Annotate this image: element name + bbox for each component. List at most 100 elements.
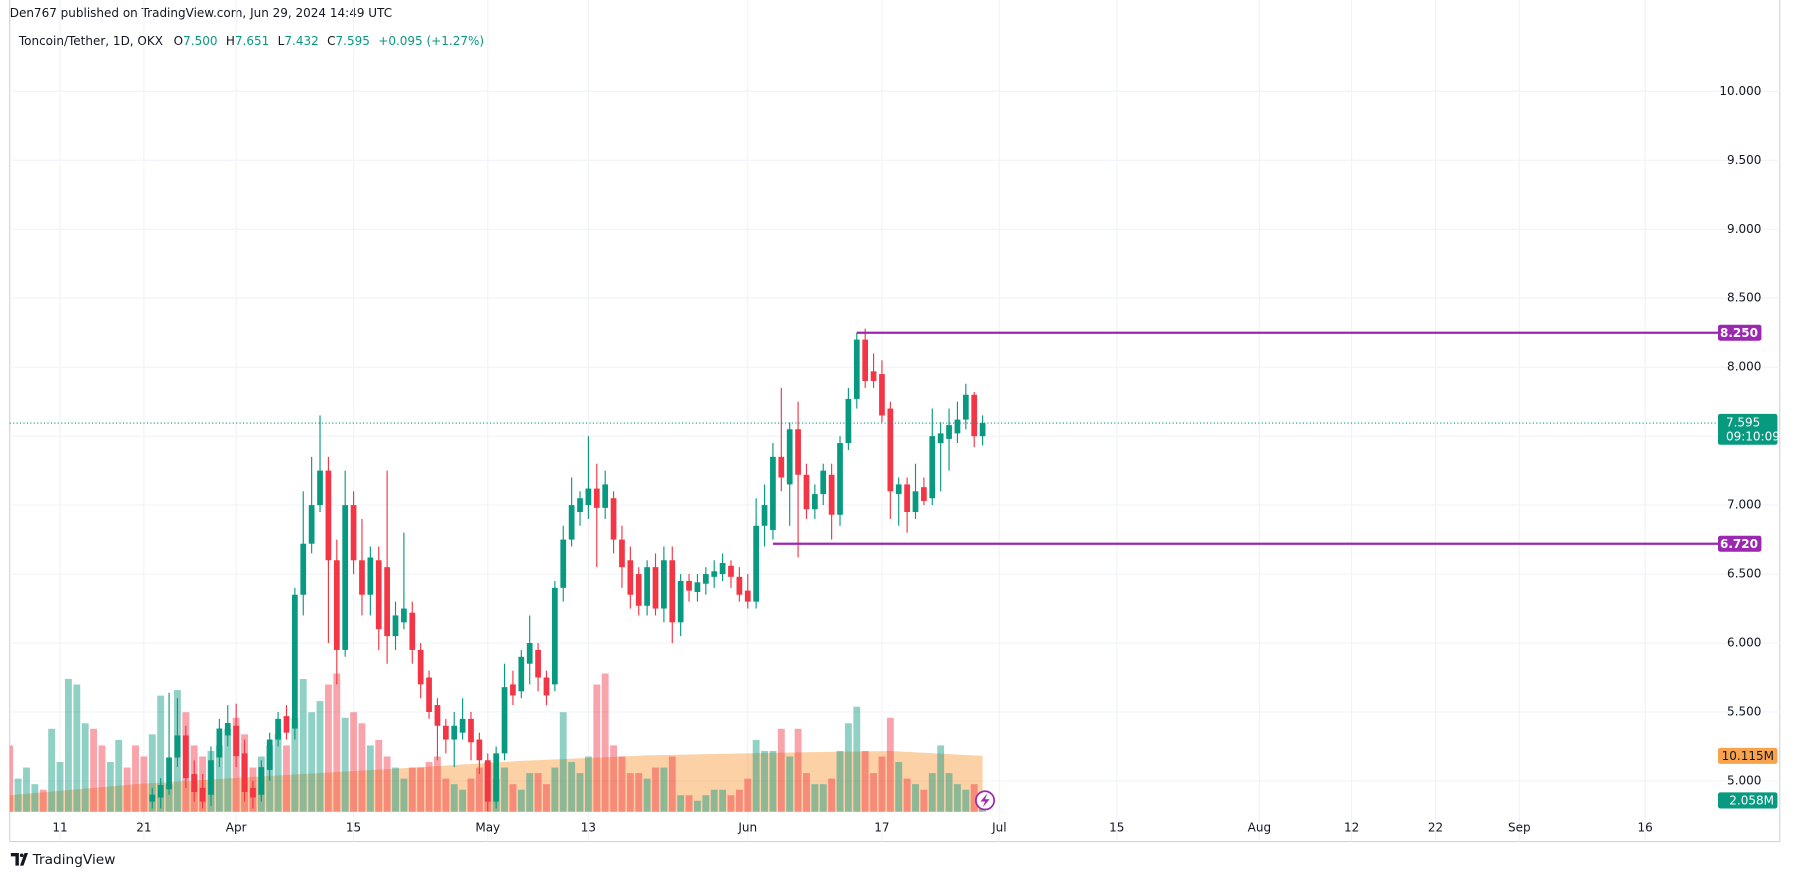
volume-bar (90, 728, 98, 812)
volume-bar (685, 795, 693, 812)
volume-bar (786, 756, 794, 812)
volume-bar (148, 734, 156, 812)
candle-body (342, 505, 349, 650)
volume-bar (886, 717, 894, 812)
candle-body (862, 339, 869, 381)
y-tick-label: 8.500 (1727, 291, 1761, 305)
volume-bar (140, 756, 148, 812)
alert-icon (975, 790, 996, 811)
volume-bar (735, 789, 743, 812)
volume-bar (274, 734, 282, 812)
volume-bar (719, 789, 727, 812)
y-tick-label: 8.000 (1727, 360, 1761, 374)
candle-body (761, 505, 768, 526)
volume-bar (324, 684, 332, 812)
candle-body (694, 582, 701, 592)
x-tick-label: Sep (1508, 820, 1531, 834)
candle-body (686, 580, 692, 591)
candle-body (283, 716, 290, 733)
volume-bar (803, 773, 810, 812)
volume-ma-label-box (1717, 747, 1778, 764)
volume-bar (811, 784, 819, 812)
volume-bar (48, 728, 56, 812)
candle-body (359, 560, 365, 595)
volume-bar (937, 745, 945, 812)
candle-body (568, 505, 575, 540)
volume-bar (794, 728, 802, 812)
candle-body (619, 539, 625, 568)
x-tick-label: 22 (1428, 820, 1443, 834)
candle-body (744, 590, 751, 602)
legend-letter: L (278, 34, 285, 48)
level-label: 8.250 (1720, 326, 1758, 340)
volume-bar (375, 739, 383, 812)
candle-body (241, 753, 248, 792)
candle-body (417, 649, 424, 685)
y-tick-label: 7.000 (1727, 498, 1761, 512)
y-tick-label: 10.000 (1719, 84, 1761, 98)
candle-body (644, 567, 650, 606)
candle-body (879, 374, 885, 416)
x-tick-label: 11 (52, 820, 67, 834)
candle-body (593, 488, 600, 508)
candle-body (401, 608, 407, 623)
legend-value: 7.500 (183, 34, 217, 48)
candle-body (652, 567, 659, 609)
volume-bar (861, 750, 869, 812)
volume-bar (710, 789, 718, 812)
legend-letter: H (226, 34, 235, 48)
candle-body (895, 484, 902, 495)
x-tick-label: 12 (1344, 820, 1359, 834)
candle-body (753, 525, 760, 602)
x-tick-label: 15 (346, 820, 361, 834)
volume-bar (350, 712, 358, 812)
candle-body (795, 429, 801, 475)
volume-bar (584, 756, 592, 812)
candle-body (459, 718, 466, 733)
candle-body (921, 487, 927, 501)
candles (149, 328, 986, 812)
volume-bar (283, 745, 290, 812)
volume-bar (828, 778, 836, 812)
candle-body (409, 612, 416, 650)
candle-body (669, 560, 676, 623)
volume-bar (660, 767, 668, 812)
legend-value: 7.651 (235, 34, 269, 48)
volume-bar (215, 745, 223, 812)
y-tick-label: 9.000 (1727, 222, 1761, 236)
last-price-label: 7.595 (1726, 416, 1760, 430)
y-tick-label: 6.000 (1727, 636, 1761, 650)
volume-bar (593, 684, 601, 812)
volume-bar (559, 712, 567, 812)
volume-bar (668, 756, 676, 812)
volume-bar (358, 723, 366, 812)
candle-body (258, 767, 265, 795)
volume-bar (509, 784, 517, 812)
candle-body (476, 739, 483, 761)
candle-body (501, 687, 508, 754)
candle-body (526, 643, 533, 664)
candle-body (870, 371, 877, 381)
volume-bar (677, 795, 685, 812)
volume-ma-label: 10.115M (1722, 749, 1774, 763)
volume-bar (366, 745, 374, 812)
candle-body (442, 725, 449, 740)
candle-body (946, 425, 952, 439)
y-tick-label: 5.000 (1727, 773, 1761, 787)
volume-bar (434, 756, 441, 812)
volume-bar (408, 767, 416, 812)
candle-body (375, 560, 382, 630)
volume-bar (610, 745, 617, 812)
volume-bar (761, 750, 768, 812)
volume-bar (425, 762, 433, 812)
volume-bar (945, 773, 953, 812)
candle-body (577, 498, 583, 512)
candle-body (635, 574, 642, 606)
volume-bar (341, 717, 349, 812)
candle-body (493, 753, 500, 802)
candle-body (719, 563, 726, 575)
volume-bar (635, 773, 643, 812)
volume-bar (115, 739, 123, 812)
candle-body (174, 735, 181, 758)
